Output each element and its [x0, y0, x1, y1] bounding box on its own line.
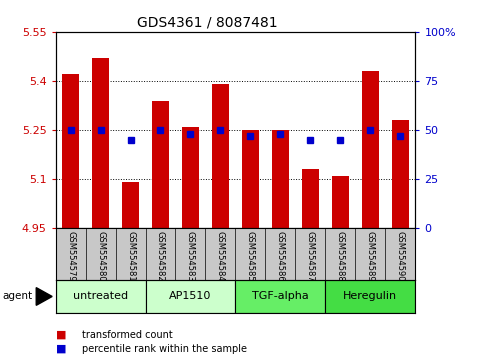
Text: ■: ■: [56, 330, 66, 339]
Text: GDS4361 / 8087481: GDS4361 / 8087481: [137, 16, 278, 30]
Text: AP1510: AP1510: [170, 291, 212, 302]
Text: agent: agent: [2, 291, 32, 302]
Text: transformed count: transformed count: [82, 330, 173, 339]
Bar: [62, 74, 79, 228]
Text: GSM554581: GSM554581: [126, 231, 135, 281]
Text: GSM554587: GSM554587: [306, 231, 315, 282]
Text: TGF-alpha: TGF-alpha: [252, 291, 309, 302]
Text: GSM554588: GSM554588: [336, 231, 345, 282]
Bar: [272, 130, 289, 228]
Text: GSM554580: GSM554580: [96, 231, 105, 281]
Bar: [236, 280, 326, 313]
Text: GSM554579: GSM554579: [66, 231, 75, 281]
Bar: [362, 71, 379, 228]
Text: GSM554589: GSM554589: [366, 231, 375, 281]
Bar: [56, 280, 145, 313]
Bar: [152, 101, 169, 228]
Text: percentile rank within the sample: percentile rank within the sample: [82, 344, 247, 354]
Bar: [326, 280, 415, 313]
Text: GSM554584: GSM554584: [216, 231, 225, 281]
Bar: [302, 170, 319, 228]
Text: untreated: untreated: [73, 291, 128, 302]
Text: Heregulin: Heregulin: [343, 291, 398, 302]
Bar: [212, 84, 229, 228]
Bar: [122, 183, 139, 228]
Text: GSM554586: GSM554586: [276, 231, 285, 282]
Bar: [92, 58, 109, 228]
Bar: [145, 280, 236, 313]
Text: GSM554582: GSM554582: [156, 231, 165, 281]
Bar: [182, 127, 199, 228]
Text: GSM554585: GSM554585: [246, 231, 255, 281]
Bar: [332, 176, 349, 228]
Text: ■: ■: [56, 344, 66, 354]
Bar: [392, 120, 409, 228]
Text: GSM554590: GSM554590: [396, 231, 405, 281]
Bar: [242, 130, 259, 228]
Text: GSM554583: GSM554583: [186, 231, 195, 282]
